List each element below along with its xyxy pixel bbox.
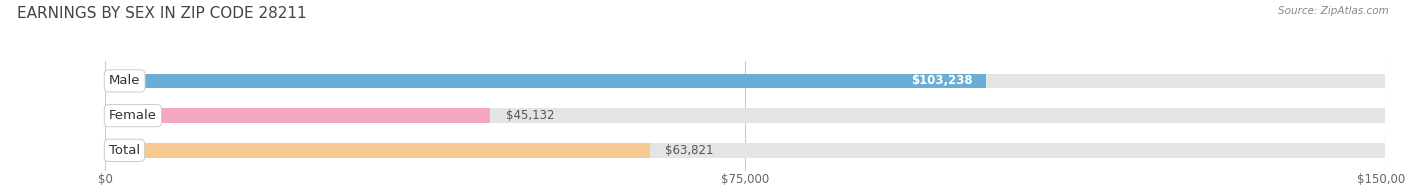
- Bar: [105, 143, 1385, 158]
- Text: Female: Female: [108, 109, 157, 122]
- Bar: [105, 74, 986, 88]
- Bar: [105, 108, 491, 123]
- Text: Male: Male: [108, 74, 141, 87]
- Text: Total: Total: [108, 144, 141, 157]
- Text: $45,132: $45,132: [506, 109, 554, 122]
- Text: EARNINGS BY SEX IN ZIP CODE 28211: EARNINGS BY SEX IN ZIP CODE 28211: [17, 6, 307, 21]
- Text: $103,238: $103,238: [911, 74, 973, 87]
- Text: Source: ZipAtlas.com: Source: ZipAtlas.com: [1278, 6, 1389, 16]
- Bar: [105, 74, 1385, 88]
- Text: $63,821: $63,821: [665, 144, 714, 157]
- Bar: [105, 143, 650, 158]
- Bar: [105, 108, 1385, 123]
